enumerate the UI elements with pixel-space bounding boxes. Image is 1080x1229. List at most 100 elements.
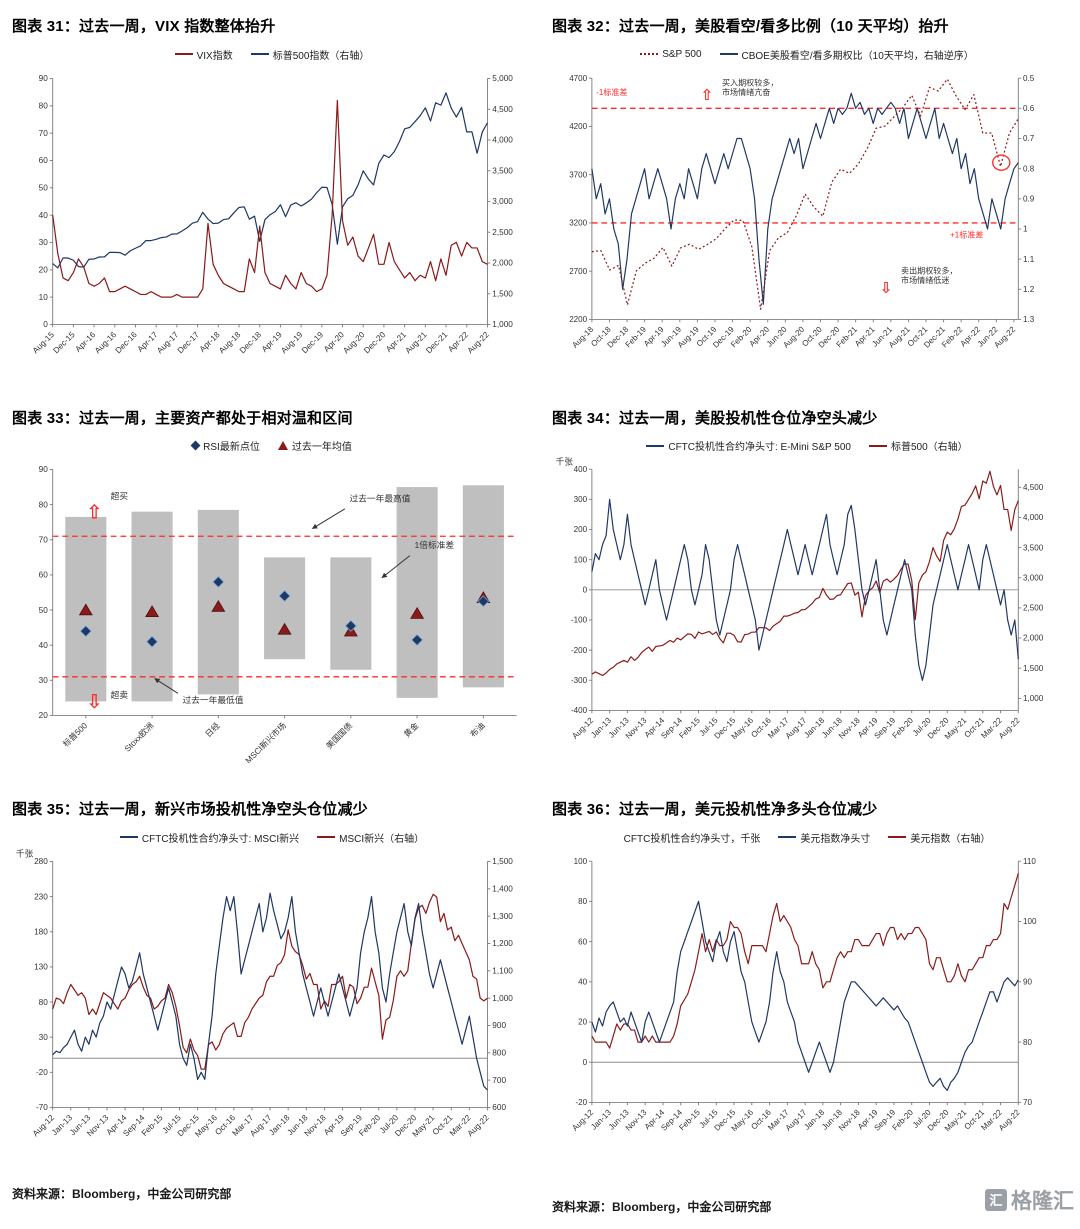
svg-text:-100: -100 [571,616,588,625]
source-note-right: 资料来源：Bloomberg，中金公司研究部 [552,1199,772,1214]
svg-text:180: 180 [34,927,48,936]
chart-33-rsi-range-chart: 20 30 40 50 60 70 80 90 标普500 Stoxx欧洲 日经 MSCI新兴市场 美国… [12,454,532,787]
svg-text:20: 20 [39,265,49,274]
svg-text:Feb-20: Feb-20 [891,1107,916,1132]
chart-legend-33: RSI最新点位 过去一年均值 [12,438,532,453]
svg-text:20: 20 [39,711,49,720]
svg-text:市场情绪低迷: 市场情绪低迷 [901,275,949,285]
chart-title-36: 图表 36：过去一周，美元投机性净多头仓位减少 [552,801,878,819]
svg-text:1,000: 1,000 [492,994,513,1003]
legend-item: 美元指数净头寸 [778,830,870,845]
chart-panel-36: 图表 36：过去一周，美元投机性净多头仓位减少 CFTC投机性合约净头寸，千张 美… [546,789,1076,1181]
svg-text:日经: 日经 [203,721,222,740]
chart-legend-36: CFTC投机性合约净头寸，千张 美元指数净头寸 美元指数（右轴） [552,830,1062,845]
svg-text:Feb-15: Feb-15 [677,716,702,741]
svg-text:10: 10 [39,292,49,301]
svg-text:2700: 2700 [569,266,587,275]
svg-text:Dec-21: Dec-21 [424,329,449,354]
svg-text:1,100: 1,100 [492,966,513,975]
svg-text:60: 60 [578,937,587,946]
legend-item: CFTC投机性合约净头寸: MSCI新兴 [119,830,299,845]
svg-text:50: 50 [39,183,49,192]
svg-text:3,000: 3,000 [492,197,513,206]
svg-text:⇩: ⇩ [86,691,102,713]
svg-text:过去一年最低值: 过去一年最低值 [183,694,244,705]
svg-text:400: 400 [574,465,588,474]
svg-text:40: 40 [39,641,49,650]
svg-text:Feb-15: Feb-15 [677,1107,702,1132]
svg-text:1.1: 1.1 [1023,254,1035,263]
svg-text:布油: 布油 [468,721,487,740]
svg-text:Dec-20: Dec-20 [362,329,387,354]
svg-text:+1标准差: +1标准差 [950,229,983,239]
svg-text:30: 30 [39,676,49,685]
svg-text:1.3: 1.3 [1023,315,1035,324]
chart-panel-32: 图表 32：过去一周，美股看空/看多比例（10 天平均）抬升 S&P 500 CB… [546,6,1076,398]
svg-text:黄金: 黄金 [402,721,421,740]
svg-text:0.6: 0.6 [1023,104,1035,113]
svg-text:Dec-18: Dec-18 [238,329,263,354]
source-note-left: 资料来源：Bloomberg，中金公司研究部 [12,1186,232,1201]
chart-title-34: 图表 34：过去一周，美股投机性仓位净空头减少 [552,409,878,427]
svg-text:80: 80 [578,897,587,906]
svg-text:110: 110 [1023,857,1036,866]
svg-text:4,000: 4,000 [1023,513,1044,522]
chart-legend-34: CFTC投机性合约净头寸: E-Mini S&P 500 标普500（右轴） [552,438,1062,453]
svg-text:90: 90 [39,465,49,474]
footer: 资料来源：Bloomberg，中金公司研究部 资料来源：Bloomberg，中金… [6,1185,1076,1225]
svg-text:3700: 3700 [569,170,587,179]
svg-text:0.9: 0.9 [1023,194,1035,203]
svg-text:2,500: 2,500 [1023,604,1044,613]
charts-grid: 图表 31：过去一周，VIX 指数整体抬升 VIX指数 标普500指数（右轴） 0… [6,6,1076,1181]
svg-text:买入期权较多，: 买入期权较多， [722,77,778,87]
chart-legend-35: CFTC投机性合约净头寸: MSCI新兴 MSCI新兴（右轴） [12,830,532,845]
svg-text:40: 40 [578,977,587,986]
svg-text:60: 60 [39,156,49,165]
legend-item: CFTC投机性合约净头寸，千张 [623,833,761,845]
svg-text:80: 80 [1023,1037,1032,1046]
svg-text:90: 90 [39,74,49,83]
svg-text:Feb-20: Feb-20 [891,716,916,741]
svg-text:-20: -20 [36,1068,48,1077]
svg-text:市场情绪亢奋: 市场情绪亢奋 [722,86,770,96]
svg-text:Aug-20: Aug-20 [341,329,366,354]
svg-text:-200: -200 [571,646,588,655]
svg-text:Aug-16: Aug-16 [93,329,118,354]
svg-text:Aug-21: Aug-21 [404,329,429,354]
svg-text:30: 30 [39,1033,49,1042]
svg-text:超卖: 超卖 [111,689,129,700]
svg-text:2,500: 2,500 [492,227,513,236]
svg-text:Aug-19: Aug-19 [279,329,304,354]
svg-text:-70: -70 [36,1103,48,1112]
svg-text:-300: -300 [571,676,588,685]
svg-text:Aug-17: Aug-17 [155,329,180,354]
svg-text:1倍标准差: 1倍标准差 [414,539,454,550]
svg-text:1,500: 1,500 [1023,664,1044,673]
svg-text:4,500: 4,500 [1023,483,1044,492]
svg-text:0: 0 [583,1058,588,1067]
svg-text:5,000: 5,000 [492,74,513,83]
svg-text:Dec-16: Dec-16 [114,329,139,354]
svg-text:-1标准差: -1标准差 [596,87,627,97]
chart-title-35: 图表 35：过去一周，新兴市场投机性净空头仓位减少 [12,801,368,819]
chart-31-vix-line-chart: 0 10 20 30 40 50 60 70 80 90 1,000 1,500 2,000 2,500 3… [12,63,532,396]
chart-title-31: 图表 31：过去一周，VIX 指数整体抬升 [12,18,276,35]
svg-text:⇩: ⇩ [880,279,893,296]
svg-text:千张: 千张 [16,848,34,858]
svg-text:Dec-19: Dec-19 [300,329,325,354]
svg-text:300: 300 [574,495,588,504]
svg-text:4200: 4200 [569,122,587,131]
svg-text:1,000: 1,000 [1023,694,1044,703]
svg-text:90: 90 [1023,977,1032,986]
svg-text:800: 800 [492,1048,506,1057]
chart-32-putcall-line-chart: 2200 2700 3200 3700 4200 4700 0.5 0.6 0.7 0.8 0.9 1… [552,63,1062,390]
svg-text:0.7: 0.7 [1023,134,1035,143]
svg-text:100: 100 [574,857,588,866]
chart-panel-31: 图表 31：过去一周，VIX 指数整体抬升 VIX指数 标普500指数（右轴） 0… [6,6,546,398]
svg-text:70: 70 [39,128,49,137]
legend-item: 标普500（右轴） [868,438,968,453]
svg-text:2,000: 2,000 [1023,634,1044,643]
svg-text:1.2: 1.2 [1023,284,1035,293]
svg-text:1,400: 1,400 [492,884,513,893]
